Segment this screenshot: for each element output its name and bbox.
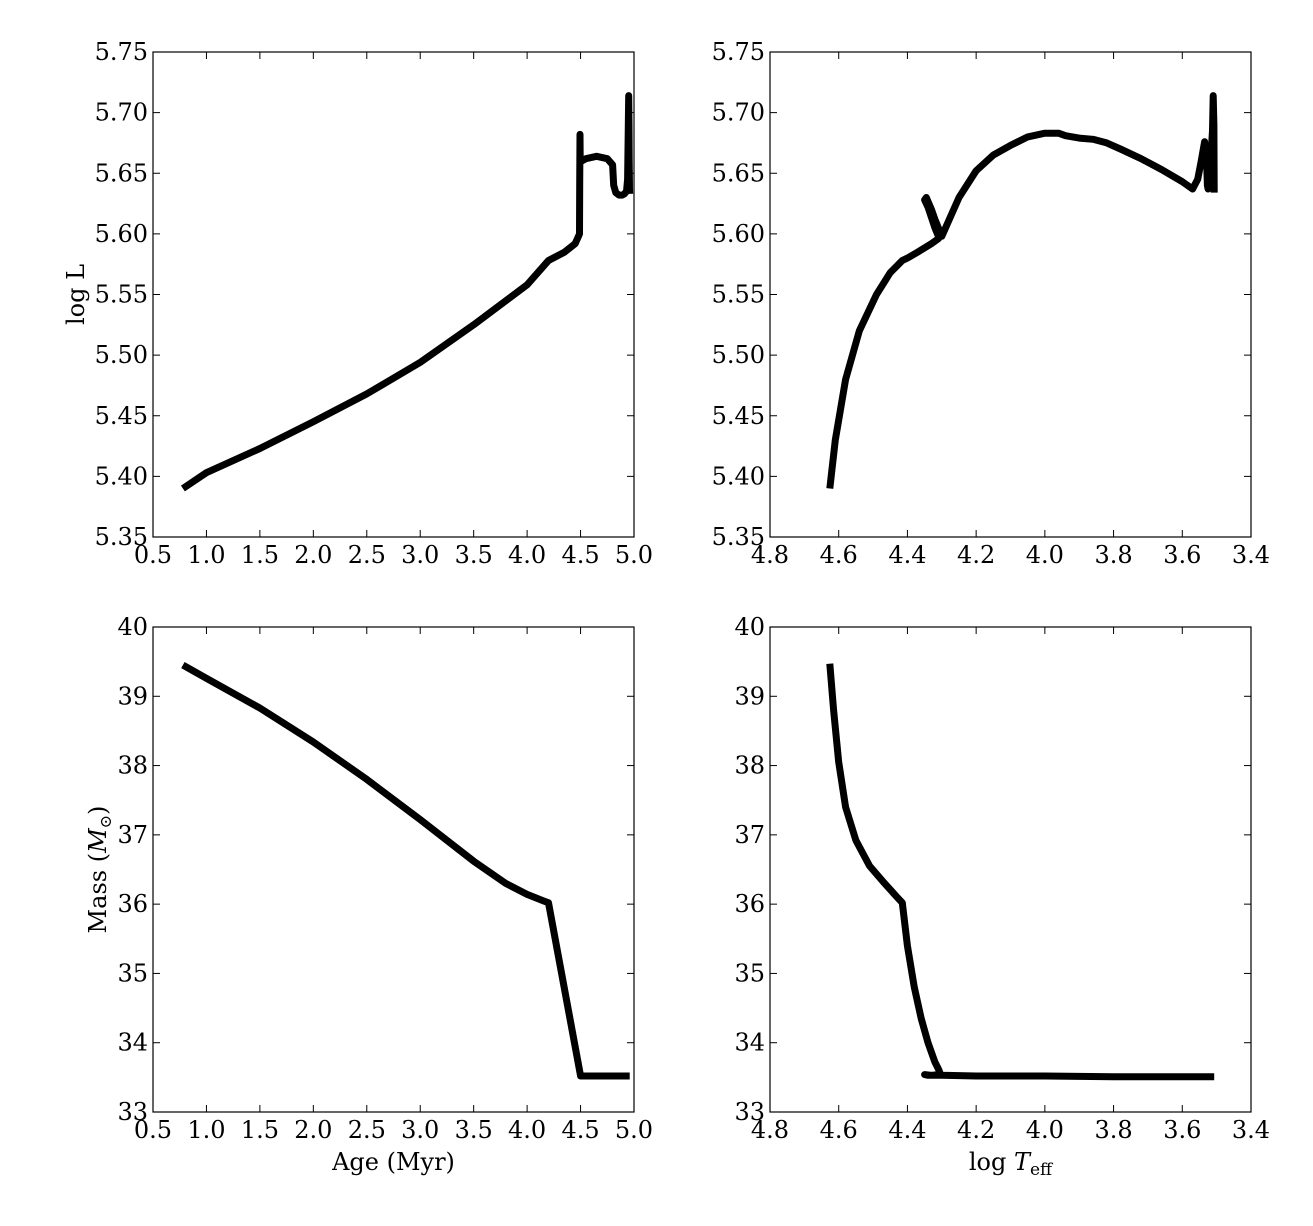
y-tick-label: 34: [734, 1029, 765, 1057]
x-tick-label: 3.4: [1232, 1116, 1270, 1144]
y-tick-label: 40: [117, 613, 148, 641]
y-tick-label: 5.70: [95, 99, 148, 127]
x-tick-label: 1.5: [241, 1116, 279, 1144]
y-tick-label: 33: [117, 1098, 148, 1126]
series-line: [181, 662, 630, 1080]
x-tick-label: 2.5: [348, 541, 386, 569]
y-tick-label: 39: [117, 682, 148, 710]
x-tick-label: 3.5: [455, 1116, 493, 1144]
plot-frame: [769, 626, 1252, 1113]
x-tick-label: 2.0: [294, 541, 332, 569]
y-tick-label: 38: [117, 752, 148, 780]
x-tick-label: 4.4: [888, 1116, 926, 1144]
y-tick-label: 34: [117, 1029, 148, 1057]
x-tick-label: 5.0: [615, 541, 653, 569]
x-tick-label: 2.0: [294, 1116, 332, 1144]
x-tick-label: 4.0: [1026, 541, 1064, 569]
plot-frame: [152, 626, 635, 1113]
y-tick-label: 5.45: [95, 402, 148, 430]
x-tick-label: 4.5: [561, 1116, 599, 1144]
y-tick-label: 5.55: [95, 281, 148, 309]
series-line: [826, 92, 1218, 489]
x-tick-label: 4.2: [957, 541, 995, 569]
y-tick-label: 5.70: [712, 99, 765, 127]
y-tick-label: 5.40: [95, 462, 148, 490]
panel-log-l-vs-log-teff: 4.8 4.6 4.4 4.2 4.0 3.8 3.6 3.4 5.35 5.40 5.45 5.50…: [712, 38, 1271, 569]
series-line: [826, 663, 1215, 1081]
y-axis-label: Mass (M⊙): [84, 806, 115, 934]
y-tick-label: 35: [734, 959, 765, 987]
x-tick-label: 3.6: [1163, 541, 1201, 569]
x-tick-label: 4.6: [820, 541, 858, 569]
x-tick-label: 0.5: [134, 1116, 172, 1144]
x-tick-label: 3.0: [401, 1116, 439, 1144]
y-tick-label: 5.75: [95, 38, 148, 66]
panel-log-l-vs-age: 0.5 1.0 1.5 2.0 2.5 3.0 3.5 4.0 4.5 5.0 5.35 5.40 5.…: [62, 38, 653, 569]
y-tick-label: 5.55: [712, 281, 765, 309]
y-tick-label: 35: [117, 959, 148, 987]
y-tick-label: 5.75: [712, 38, 765, 66]
y-tick-label: 5.60: [95, 220, 148, 248]
plot-frame: [769, 51, 1252, 538]
y-tick-label: 5.65: [712, 159, 765, 187]
y-tick-label: 5.45: [712, 402, 765, 430]
panel-mass-vs-age: 0.5 1.0 1.5 2.0 2.5 3.0 3.5 4.0 4.5 5.0 33 34 35 36 37…: [84, 613, 653, 1176]
panel-mass-vs-log-teff: 4.8 4.6 4.4 4.2 4.0 3.8 3.6 3.4 33 34 35 36 37 38 39 40…: [734, 613, 1270, 1180]
x-tick-label: 4.4: [888, 541, 926, 569]
x-tick-label: 3.0: [401, 541, 439, 569]
y-tick-label: 37: [117, 821, 148, 849]
x-axis-label: Age (Myr): [331, 1148, 455, 1176]
x-axis-label: log Teff: [969, 1148, 1054, 1180]
x-tick-label: 0.5: [134, 541, 172, 569]
y-tick-label: 5.50: [712, 341, 765, 369]
x-tick-label: 3.8: [1094, 1116, 1132, 1144]
x-tick-label: 4.6: [820, 1116, 858, 1144]
x-tick-label: 4.0: [508, 1116, 546, 1144]
series-line: [180, 92, 634, 492]
y-tick-label: 5.35: [95, 523, 148, 551]
y-tick-label: 36: [734, 890, 765, 918]
y-tick-label: 5.60: [712, 220, 765, 248]
x-tick-label: 3.6: [1163, 1116, 1201, 1144]
x-tick-label: 4.0: [1026, 1116, 1064, 1144]
y-tick-label: 40: [734, 613, 765, 641]
y-tick-label: 36: [117, 890, 148, 918]
y-tick-label: 37: [734, 821, 765, 849]
y-tick-label: 5.50: [95, 341, 148, 369]
x-tick-label: 1.5: [241, 541, 279, 569]
y-tick-label: 33: [734, 1098, 765, 1126]
x-tick-label: 1.0: [187, 541, 225, 569]
x-tick-label: 2.5: [348, 1116, 386, 1144]
x-tick-label: 4.5: [561, 541, 599, 569]
x-tick-label: 4.0: [508, 541, 546, 569]
y-axis-label: log L: [62, 264, 90, 325]
x-tick-label: 3.8: [1094, 541, 1132, 569]
x-tick-label: 3.5: [455, 541, 493, 569]
y-tick-label: 38: [734, 752, 765, 780]
x-tick-label: 4.8: [751, 1116, 789, 1144]
y-tick-label: 5.40: [712, 462, 765, 490]
y-tick-label: 5.35: [712, 523, 765, 551]
x-tick-label: 4.2: [957, 1116, 995, 1144]
x-tick-label: 1.0: [187, 1116, 225, 1144]
x-tick-label: 3.4: [1232, 541, 1270, 569]
x-tick-label: 5.0: [615, 1116, 653, 1144]
x-tick-label: 4.8: [751, 541, 789, 569]
y-tick-label: 39: [734, 682, 765, 710]
y-tick-label: 5.65: [95, 159, 148, 187]
